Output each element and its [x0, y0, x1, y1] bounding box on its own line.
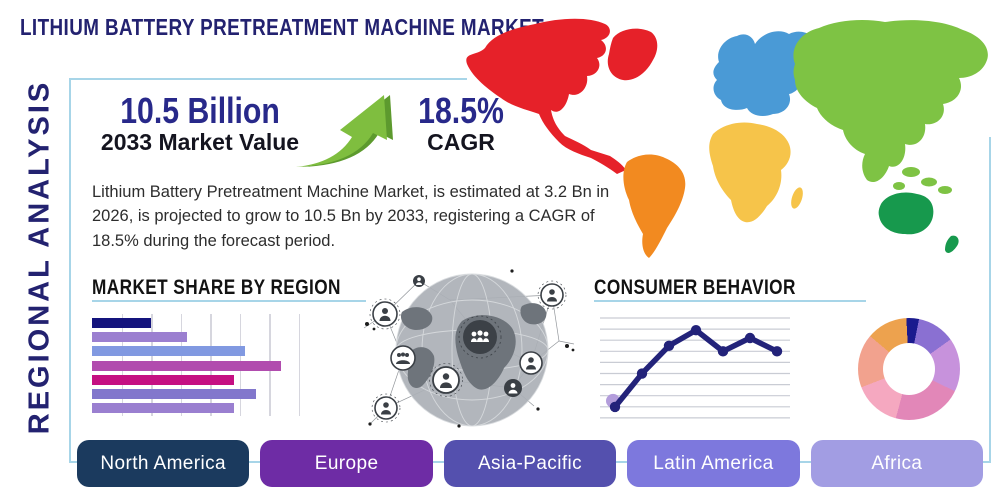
donut-hole	[883, 343, 935, 395]
data-point-7	[771, 346, 783, 357]
data-point-5	[717, 346, 729, 357]
region-button-europe[interactable]: Europe	[260, 440, 433, 487]
growth-arrow-icon	[296, 95, 393, 167]
market-value-stat: 10.5 Billion 2033 Market Value	[90, 92, 310, 155]
globe-network-graphic	[363, 269, 575, 428]
bar-row-3	[92, 346, 246, 357]
data-point-3	[663, 340, 675, 351]
data-point-6	[744, 332, 756, 344]
data-point-4	[690, 325, 702, 336]
region-buttons-row: North America Europe Asia-Pacific Latin Ame…	[77, 440, 984, 487]
page-title: LITHIUM BATTERY PRETREATMENT MACHINE MAR…	[20, 14, 545, 40]
bar-row-2	[92, 332, 187, 343]
market-value-number: 10.5 Billion	[120, 90, 280, 131]
bar-chart-gridline	[298, 314, 300, 416]
region-button-asia-pacific[interactable]: Asia-Pacific	[443, 440, 617, 487]
donut-chart	[858, 318, 960, 420]
box-border-right	[989, 137, 991, 463]
bar-row-7	[92, 403, 234, 414]
bar-row-5	[92, 374, 234, 385]
bar-row-4	[92, 360, 281, 371]
bar-chart-title: MARKET SHARE BY REGION	[92, 276, 341, 299]
consumer-behavior-line-chart	[600, 317, 790, 419]
market-value-label: 2033 Market Value	[100, 128, 300, 155]
data-point-1	[609, 401, 621, 413]
continent-europe	[713, 31, 818, 117]
line-chart-title-underline	[594, 300, 866, 302]
data-point-2	[636, 368, 648, 379]
side-label-regional-analysis: REGIONAL ANALYSIS	[23, 79, 56, 435]
box-border-left	[69, 78, 71, 463]
continent-north-america	[466, 18, 658, 175]
region-button-africa[interactable]: Africa	[810, 440, 984, 487]
donut-ring	[858, 318, 960, 420]
continent-south-america	[623, 154, 686, 258]
continent-australia	[878, 192, 959, 253]
cagr-label: CAGR	[427, 128, 495, 155]
box-border-top	[69, 78, 467, 80]
market-description: Lithium Battery Pretreatment Machine Mar…	[92, 183, 610, 250]
bar-row-6	[92, 389, 257, 399]
market-share-bar-chart	[92, 314, 307, 416]
world-map	[466, 18, 988, 258]
network-node-icons	[365, 269, 575, 428]
region-button-latin-america[interactable]: Latin America	[627, 440, 800, 487]
continent-asia	[793, 20, 988, 194]
line-chart-title: CONSUMER BEHAVIOR	[594, 276, 796, 299]
continent-africa	[709, 122, 803, 223]
bar-chart-title-underline	[92, 300, 366, 302]
region-button-north-america[interactable]: North America	[77, 440, 250, 487]
cagr-stat: 18.5% CAGR	[398, 92, 524, 155]
cagr-number: 18.5%	[418, 90, 504, 131]
bar-row-1	[92, 318, 151, 328]
